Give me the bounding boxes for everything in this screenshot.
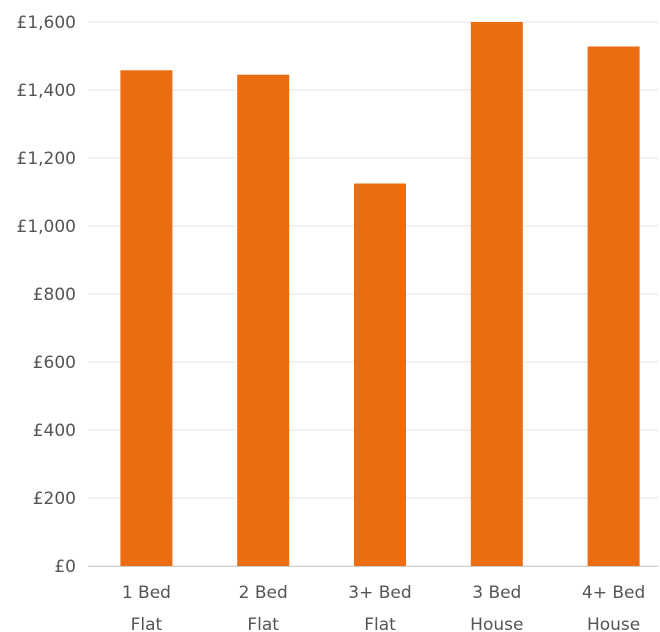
- y-axis-tick-labels: £0 £200 £400 £600 £800 £1,000 £1,200 £1,400 £1,6…: [17, 13, 76, 577]
- y-tick-label: £200: [33, 489, 76, 509]
- bar: [470, 22, 523, 566]
- bar: [120, 70, 173, 566]
- x-tick-label: Flat: [131, 615, 163, 632]
- bar: [354, 183, 406, 566]
- x-tick-label: 1 Bed: [122, 583, 171, 603]
- y-tick-label: £800: [33, 285, 76, 305]
- x-tick-label: 3+ Bed: [348, 583, 411, 603]
- x-tick-label: 2 Bed: [239, 583, 288, 603]
- y-tick-label: £1,600: [17, 13, 76, 33]
- x-tick-label: House: [470, 615, 523, 632]
- x-tick-label: Flat: [364, 615, 396, 632]
- y-tick-label: £600: [33, 353, 76, 373]
- x-tick-label: 4+ Bed: [582, 583, 645, 603]
- x-tick-label: Flat: [247, 615, 279, 632]
- y-tick-label: £1,200: [17, 149, 76, 169]
- x-tick-label: 3 Bed: [472, 583, 521, 603]
- bar: [587, 46, 640, 567]
- x-tick-label: House: [587, 615, 640, 632]
- y-tick-label: £400: [33, 421, 76, 441]
- y-tick-label: £1,400: [17, 81, 76, 101]
- y-tick-label: £1,000: [17, 217, 76, 237]
- bar: [237, 74, 290, 566]
- x-axis-tick-labels: 1 Bed Flat 2 Bed Flat 3+ Bed Flat 3 Bed House 4+…: [122, 583, 645, 632]
- bars: [120, 22, 640, 567]
- y-tick-label: £0: [54, 557, 76, 577]
